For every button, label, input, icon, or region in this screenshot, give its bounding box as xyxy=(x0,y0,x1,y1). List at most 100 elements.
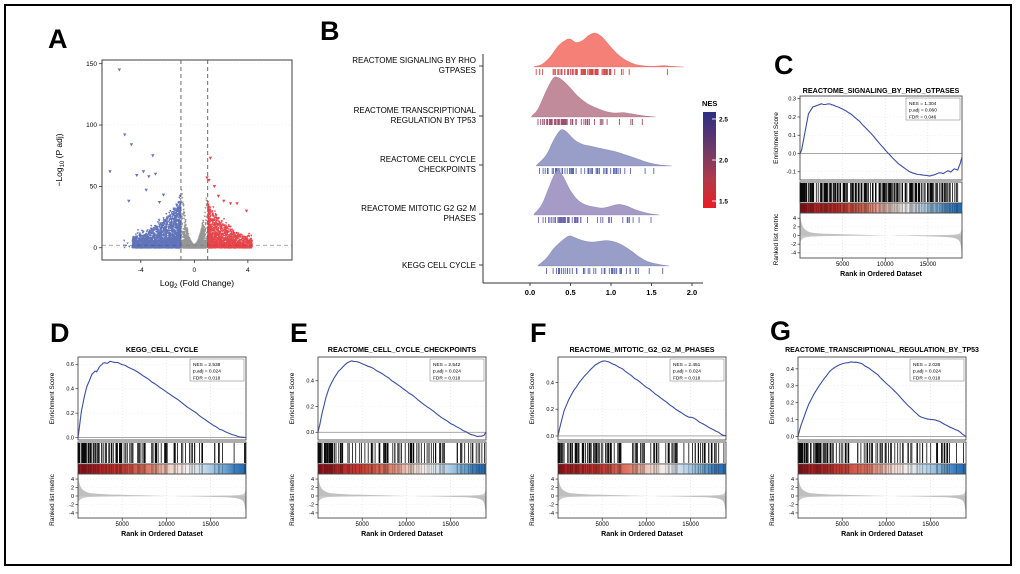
svg-text:4: 4 xyxy=(791,477,794,483)
ridge-density-2 xyxy=(536,129,672,167)
svg-text:15000: 15000 xyxy=(922,522,939,528)
svg-text:15000: 15000 xyxy=(920,262,937,268)
gsea-plot-rho-gtpases: NES = 1.304 p.adj = 0.060 FDR = 0.046 REACT… xyxy=(770,84,1018,284)
svg-text:NES = 1.304: NES = 1.304 xyxy=(909,101,937,107)
svg-text:Rank in Ordered Dataset: Rank in Ordered Dataset xyxy=(121,531,203,538)
rank-metric-area xyxy=(558,476,726,516)
svg-text:REACTOME_MITOTIC_G2_G2_M_PHASE: REACTOME_MITOTIC_G2_G2_M_PHASES xyxy=(569,345,714,354)
svg-text:FDR = 0.018: FDR = 0.018 xyxy=(673,375,701,381)
svg-text:0.4: 0.4 xyxy=(306,379,314,385)
svg-text:0.2: 0.2 xyxy=(66,411,74,417)
svg-text:2.5: 2.5 xyxy=(719,116,728,123)
svg-text:-2: -2 xyxy=(789,502,794,508)
svg-text:CHECKPOINTS: CHECKPOINTS xyxy=(418,165,476,174)
svg-text:0.1: 0.1 xyxy=(786,418,794,424)
svg-text:-2: -2 xyxy=(309,502,314,508)
panel-label-d: D xyxy=(50,318,70,348)
svg-text:50: 50 xyxy=(90,184,98,191)
svg-text:2: 2 xyxy=(551,485,554,491)
hit-barcode xyxy=(798,443,964,463)
svg-text:p.adj = 0.024: p.adj = 0.024 xyxy=(673,369,701,375)
svg-text:0.0: 0.0 xyxy=(788,151,796,157)
ridge-rug-2 xyxy=(539,168,655,174)
es-curve xyxy=(317,360,487,438)
svg-text:REACTOME_CELL_CYCLE_CHECKPOINT: REACTOME_CELL_CYCLE_CHECKPOINTS xyxy=(328,345,477,354)
svg-text:0: 0 xyxy=(311,494,314,500)
es-y-label: Enrichment Score xyxy=(49,372,56,424)
es-y-label: Enrichment Score xyxy=(773,112,780,164)
svg-text:0.4: 0.4 xyxy=(786,367,794,373)
svg-text:REACTOME_TRANSCRIPTIONAL_REGUL: REACTOME_TRANSCRIPTIONAL_REGULATION_BY_T… xyxy=(785,347,979,354)
rank-y-label: Ranked list metric xyxy=(769,473,776,525)
svg-text:REACTOME_SIGNALING_BY_RHO_GTPA: REACTOME_SIGNALING_BY_RHO_GTPASES xyxy=(803,86,960,95)
svg-text:2: 2 xyxy=(311,485,314,491)
svg-text:Rank in Ordered Dataset: Rank in Ordered Dataset xyxy=(361,531,443,538)
svg-text:FDR = 0.018: FDR = 0.018 xyxy=(913,375,941,381)
rank-heat-band xyxy=(557,463,727,475)
svg-text:0.2: 0.2 xyxy=(788,115,796,121)
svg-text:FDR = 0.046: FDR = 0.046 xyxy=(909,114,937,120)
svg-text:10000: 10000 xyxy=(878,522,895,528)
svg-text:0: 0 xyxy=(193,267,197,274)
svg-text:2: 2 xyxy=(71,485,74,491)
svg-text:10000: 10000 xyxy=(877,262,894,268)
svg-text:15000: 15000 xyxy=(682,522,699,528)
svg-text:150: 150 xyxy=(86,61,97,68)
svg-text:4: 4 xyxy=(311,477,314,483)
y-axis-label: −Log10 (P adj) xyxy=(54,133,66,186)
es-curve xyxy=(77,360,247,439)
panel-label-e: E xyxy=(290,318,309,348)
es-curve xyxy=(797,361,967,438)
ridge-rug-3 xyxy=(537,217,652,223)
svg-text:PHASES: PHASES xyxy=(444,214,476,223)
svg-text:10000: 10000 xyxy=(638,522,655,528)
svg-text:p.adj = 0.024: p.adj = 0.024 xyxy=(913,369,941,375)
rank-y-label: Ranked list metric xyxy=(289,473,296,525)
es-y-label: Enrichment Score xyxy=(289,372,296,424)
svg-text:0.2: 0.2 xyxy=(306,404,314,410)
ridge-rug-1 xyxy=(537,119,643,125)
svg-text:0: 0 xyxy=(551,494,554,500)
ridge-density-0 xyxy=(533,32,684,68)
svg-text:NES = 2.542: NES = 2.542 xyxy=(433,362,461,368)
svg-text:100: 100 xyxy=(86,122,97,129)
ridge-rug-0 xyxy=(535,69,668,75)
es-curve xyxy=(557,360,727,437)
svg-text:NES = 2.538: NES = 2.538 xyxy=(193,362,221,368)
svg-text:0.2: 0.2 xyxy=(546,407,554,413)
svg-text:0.3: 0.3 xyxy=(788,97,796,103)
svg-text:0.4: 0.4 xyxy=(546,380,554,386)
svg-text:0: 0 xyxy=(791,494,794,500)
svg-text:2.0: 2.0 xyxy=(687,288,697,297)
ridge-density-3 xyxy=(533,170,660,216)
svg-text:Rank in Ordered Dataset: Rank in Ordered Dataset xyxy=(841,531,923,538)
svg-text:2: 2 xyxy=(791,485,794,491)
svg-text:4: 4 xyxy=(246,267,250,274)
svg-text:0: 0 xyxy=(793,233,796,239)
rank-metric-area xyxy=(78,476,246,516)
hit-barcode xyxy=(799,183,959,202)
svg-text:5000: 5000 xyxy=(356,522,370,528)
svg-text:KEGG_CELL_CYCLE: KEGG_CELL_CYCLE xyxy=(126,345,198,354)
svg-text:0.1: 0.1 xyxy=(788,133,796,139)
svg-text:5000: 5000 xyxy=(836,522,850,528)
svg-text:Rank in Ordered Dataset: Rank in Ordered Dataset xyxy=(601,531,683,538)
gsea-plot-tp53: NES = 2.026 p.adj = 0.024 FDR = 0.018 REACT… xyxy=(764,336,982,548)
svg-text:0.0: 0.0 xyxy=(786,435,794,441)
svg-text:NES = 2.451: NES = 2.451 xyxy=(673,362,701,368)
rank-metric-area xyxy=(318,476,486,516)
svg-text:KEGG CELL CYCLE: KEGG CELL CYCLE xyxy=(402,261,476,270)
panel-label-c: C xyxy=(774,50,794,80)
volcano-points-up xyxy=(205,156,254,249)
svg-text:0.0: 0.0 xyxy=(306,430,314,436)
svg-text:4: 4 xyxy=(71,477,74,483)
ridge-plot: REACTOME SIGNALING BY RHO GTPASES REACTOME… xyxy=(325,24,728,309)
hit-barcode xyxy=(557,443,725,463)
